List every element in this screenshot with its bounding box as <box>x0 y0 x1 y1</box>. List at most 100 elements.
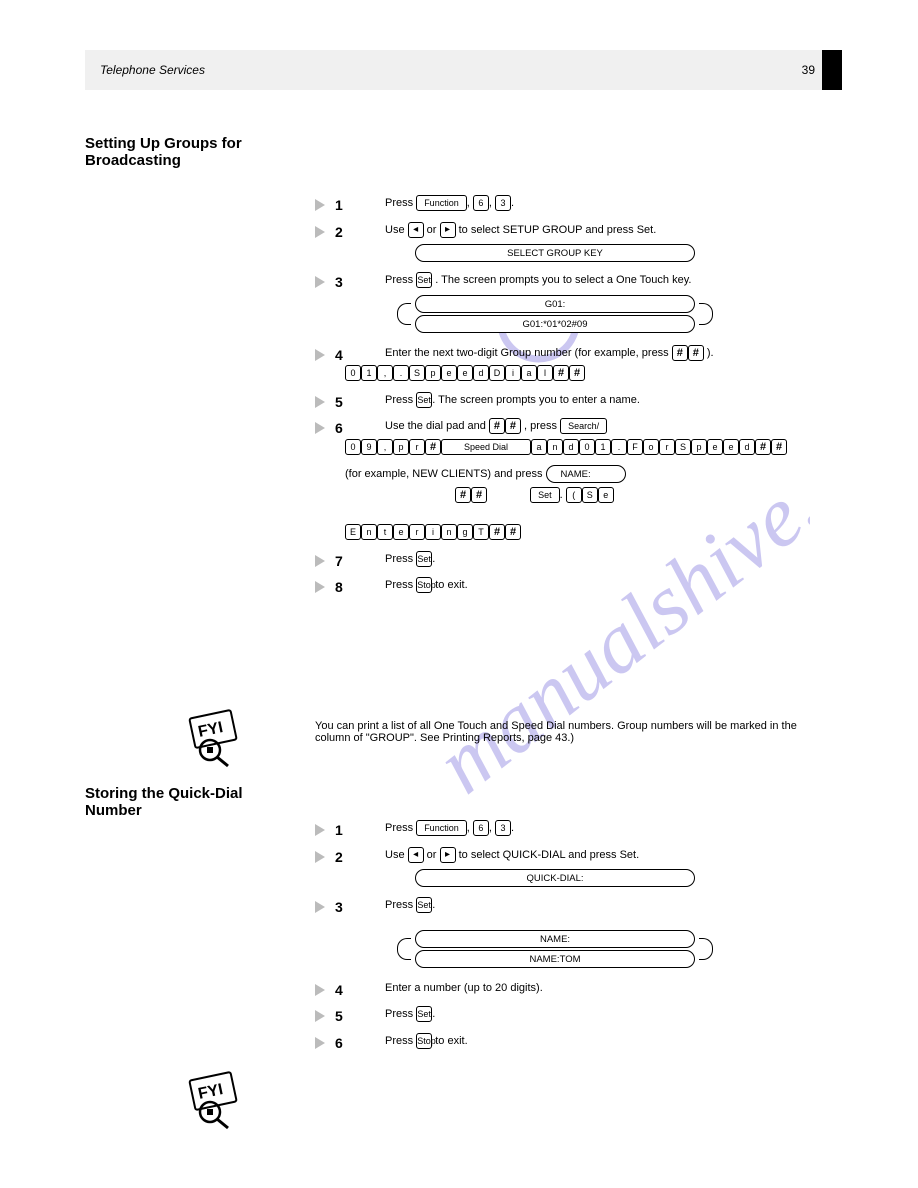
key-left-arrow: ◂ <box>408 222 424 238</box>
k: e <box>393 524 409 540</box>
key-right-arrow: ▸ <box>440 847 456 863</box>
step-4: 4 Enter the next two-digit Group number … <box>315 345 825 382</box>
section1-title: Setting Up Groups for Broadcasting <box>85 135 285 169</box>
s2-step-6: 6 Press Stop to exit. <box>315 1033 825 1050</box>
stack-pill-b: G01:*01*02#09 <box>415 315 695 333</box>
page-number: 39 <box>802 63 815 77</box>
k: e <box>598 487 614 503</box>
s2-5-num: 5 <box>335 1006 343 1027</box>
k: # <box>553 365 569 381</box>
s2-1-num: 1 <box>335 820 343 841</box>
k: S <box>582 487 598 503</box>
key-hash-1: # <box>672 345 688 361</box>
display-pill-1: SELECT GROUP KEY <box>415 244 695 262</box>
k: e <box>457 365 473 381</box>
section2-title: Storing the Quick-Dial Number <box>85 785 285 819</box>
cycle-arrow-left-icon <box>397 938 411 960</box>
s2-step-4: 4 Enter a number (up to 20 digits). <box>315 980 825 997</box>
k: a <box>531 439 547 455</box>
k: 1 <box>361 365 377 381</box>
step-2: 2 Use ◂ or ▸ to select SETUP GROUP and p… <box>315 222 825 263</box>
cycle-arrow-right-icon <box>699 938 713 960</box>
s2-step-5: 5 Press Set. <box>315 1006 825 1023</box>
s2-5-text: Press <box>385 1008 413 1020</box>
key-set: Set <box>416 551 432 567</box>
k: 1 <box>595 439 611 455</box>
k: T <box>473 524 489 540</box>
pill-name: NAME: <box>546 465 626 483</box>
arrow-icon <box>315 901 325 913</box>
step-9-text: Press <box>385 579 413 591</box>
key-function: Function <box>416 195 467 211</box>
s2-4-num: 4 <box>335 980 343 1001</box>
step-8-num: 7 <box>335 551 343 572</box>
step-3-after: . The screen prompts you to select a One… <box>435 274 691 286</box>
key-6: 6 <box>473 195 489 211</box>
step-1-text: Press <box>385 197 413 209</box>
display-pill-2: QUICK-DIAL: <box>415 869 695 887</box>
header-title: Telephone Services <box>100 63 205 77</box>
arrow-icon <box>315 1037 325 1049</box>
k: n <box>441 524 457 540</box>
step-3-num: 3 <box>335 272 343 293</box>
k: l <box>537 365 553 381</box>
arrow-icon <box>315 824 325 836</box>
step-3: 3 Press Set . The screen prompts you to … <box>315 272 825 335</box>
s2-step-1: 1 Press Function, 6, 3. <box>315 820 825 837</box>
key-6: 6 <box>473 820 489 836</box>
arrow-icon <box>315 984 325 996</box>
step-1: 1 Press Function, 6, 3. <box>315 195 825 212</box>
k: d <box>563 439 579 455</box>
k: e <box>441 365 457 381</box>
step-7-text: (for example, NEW CLIENTS) and press <box>345 468 542 480</box>
arrow-icon <box>315 1010 325 1022</box>
key-hash: # <box>489 418 505 434</box>
step-5-text: Press <box>385 394 413 406</box>
step-6: 6 Use the dial pad and ## , press Search… <box>315 418 825 455</box>
step-8-text: Press <box>385 553 413 565</box>
k: F <box>627 439 643 455</box>
key-left-arrow: ◂ <box>408 847 424 863</box>
s2-2-text: Use <box>385 849 405 861</box>
k: # <box>755 439 771 455</box>
k: # <box>569 365 585 381</box>
step-8: 7 Press Set. <box>315 551 825 568</box>
k: # <box>489 524 505 540</box>
k: 0 <box>579 439 595 455</box>
k: d <box>739 439 755 455</box>
key-set: Set <box>416 1006 432 1022</box>
display-stack-2: NAME: NAME:TOM <box>415 930 695 970</box>
k: t <box>377 524 393 540</box>
key-hash: # <box>505 418 521 434</box>
fyi-icon: FYI <box>180 708 260 771</box>
stack-pill-c: NAME: <box>415 930 695 948</box>
k: e <box>707 439 723 455</box>
k: 0 <box>345 365 361 381</box>
k: # <box>425 439 441 455</box>
cycle-arrow-right-icon <box>699 303 713 325</box>
k: S <box>409 365 425 381</box>
note-1: You can print a list of all One Touch an… <box>315 720 825 744</box>
key-set: Set <box>416 392 432 408</box>
step-2-text: Use <box>385 224 405 236</box>
k: # <box>771 439 787 455</box>
step-4-num: 4 <box>335 345 343 366</box>
k: n <box>547 439 563 455</box>
k: . <box>611 439 627 455</box>
arrow-icon <box>315 851 325 863</box>
step-6-text: Use the dial pad and <box>385 420 486 432</box>
k: g <box>457 524 473 540</box>
k: a <box>521 365 537 381</box>
key-3: 3 <box>495 820 511 836</box>
stack-pill-d: NAME:TOM <box>415 950 695 968</box>
k: 0 <box>345 439 361 455</box>
s2-6-num: 6 <box>335 1033 343 1054</box>
arrow-icon <box>315 396 325 408</box>
step-4-after: ). <box>707 347 714 359</box>
k: p <box>691 439 707 455</box>
k: d <box>473 365 489 381</box>
k: ( <box>566 487 582 503</box>
k: E <box>345 524 361 540</box>
step-5: 5 Press Set. The screen prompts you to e… <box>315 392 825 409</box>
s2-1-text: Press <box>385 822 413 834</box>
